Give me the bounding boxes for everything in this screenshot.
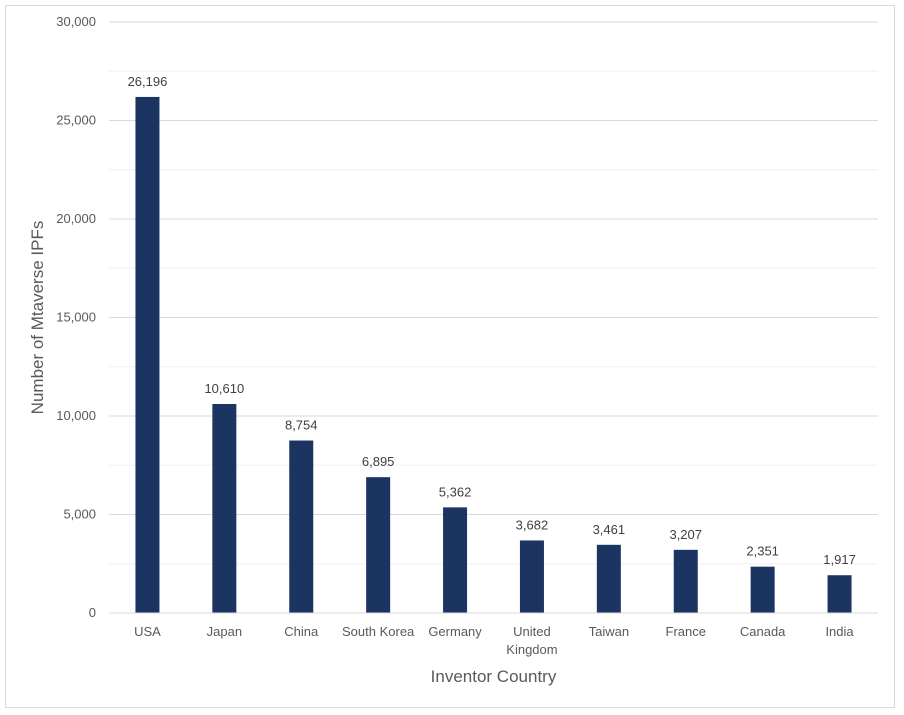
bars [135,97,851,613]
y-tick-label: 0 [89,605,96,620]
data-label: 10,610 [204,381,244,396]
data-labels: 26,196 10,610 8,754 6,895 5,362 3,682 3,461 3,2… [128,74,856,567]
bar [828,575,852,613]
y-axis-title: Number of Mtaverse IPFs [28,221,47,415]
bar [674,550,698,613]
y-tick-label: 5,000 [63,507,96,522]
x-tick-label: Germany [428,624,482,639]
data-label: 26,196 [128,74,168,89]
bar [366,477,390,613]
y-tick-label: 30,000 [56,14,96,29]
y-tick-label: 10,000 [56,408,96,423]
y-tick-label: 25,000 [56,113,96,128]
bar [520,540,544,613]
x-tick-label: India [825,624,854,639]
x-tick-label: China [284,624,319,639]
y-axis-ticks: 0 5,000 10,000 15,000 20,000 25,000 30,000 [56,14,96,620]
data-label: 3,461 [593,522,626,537]
data-label: 3,682 [516,517,549,532]
y-tick-label: 15,000 [56,310,96,325]
x-tick-label: UnitedKingdom [506,624,557,657]
data-label: 3,207 [669,527,702,542]
x-tick-label: Taiwan [589,624,629,639]
bar [135,97,159,613]
data-label: 6,895 [362,454,395,469]
y-tick-label: 20,000 [56,211,96,226]
x-axis-title: Inventor Country [431,667,557,686]
x-tick-label: USA [134,624,161,639]
bar [443,507,467,613]
bar [212,404,236,613]
bar [751,567,775,613]
x-tick-label: Canada [740,624,786,639]
data-label: 8,754 [285,418,318,433]
x-axis-ticks: USA Japan China South Korea Germany UnitedKin… [134,624,854,657]
bar [289,441,313,613]
data-label: 2,351 [746,544,779,559]
x-tick-label: South Korea [342,624,415,639]
x-tick-label: France [666,624,706,639]
data-label: 1,917 [823,552,856,567]
bar [597,545,621,613]
data-label: 5,362 [439,484,472,499]
x-tick-label: Japan [207,624,242,639]
